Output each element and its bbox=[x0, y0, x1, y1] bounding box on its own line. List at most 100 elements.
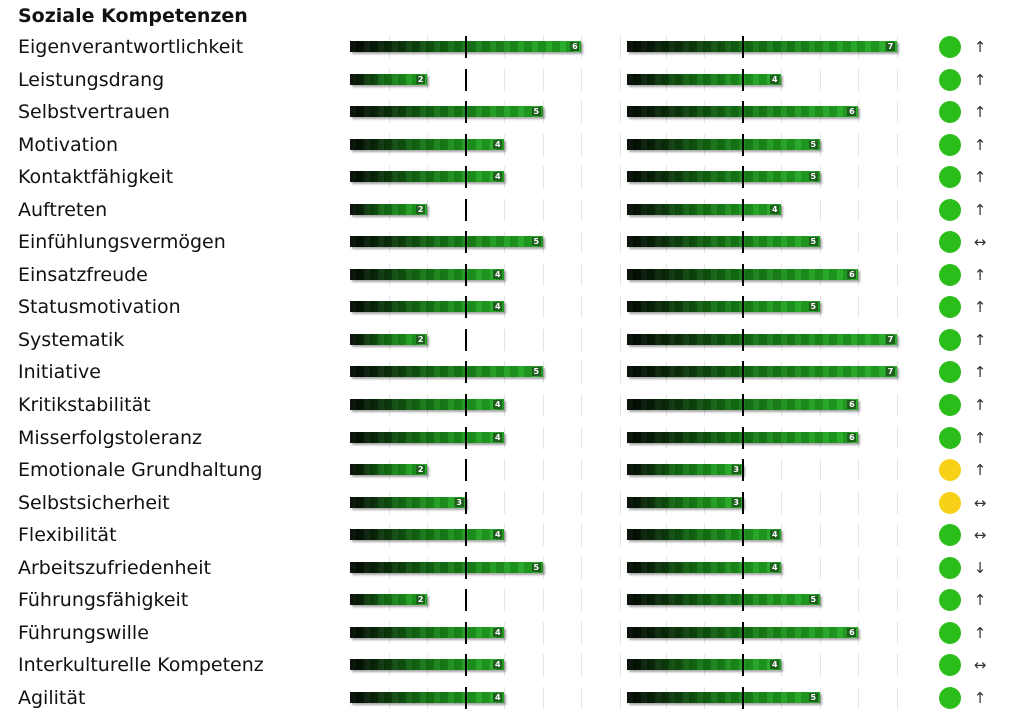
bar: 3 bbox=[350, 496, 466, 508]
bar-value-label: 6 bbox=[847, 432, 857, 442]
gridline bbox=[858, 524, 860, 547]
bar: 2 bbox=[350, 203, 428, 215]
status-dot-icon bbox=[939, 589, 961, 612]
gridline bbox=[581, 296, 583, 319]
bar-track-series-1: 4 bbox=[350, 654, 621, 677]
reference-line bbox=[741, 654, 744, 677]
bar-track-series-2: 4 bbox=[627, 524, 898, 547]
gridline bbox=[781, 524, 783, 547]
reference-line bbox=[741, 459, 744, 482]
bar-value-label: 4 bbox=[770, 660, 780, 670]
reference-line bbox=[464, 296, 467, 319]
bar-value-label: 6 bbox=[847, 400, 857, 410]
bar-track-series-2: 6 bbox=[627, 263, 898, 286]
category-label: Arbeitszufriedenheit bbox=[18, 556, 211, 579]
gridline bbox=[781, 491, 783, 514]
gridline bbox=[542, 459, 544, 482]
category-label: Auftreten bbox=[18, 198, 108, 221]
bar-value-label: 4 bbox=[493, 692, 503, 702]
bar-value-label: 2 bbox=[416, 595, 426, 605]
gridline bbox=[897, 328, 898, 351]
gridline bbox=[427, 459, 429, 482]
bar: 5 bbox=[627, 171, 820, 183]
chart-row: Leistungsdrang 2 4 ↑ bbox=[0, 64, 1024, 97]
bar: 5 bbox=[627, 691, 820, 703]
bar-track-series-1: 4 bbox=[350, 296, 621, 319]
bar-track-series-1: 3 bbox=[350, 491, 621, 514]
gridline bbox=[620, 296, 621, 319]
gridline bbox=[897, 296, 898, 319]
bar: 4 bbox=[350, 659, 505, 671]
category-label: Kritikstabilität bbox=[18, 394, 151, 417]
gridline bbox=[581, 36, 583, 58]
bar-value-label: 2 bbox=[416, 465, 426, 475]
bar: 5 bbox=[350, 236, 543, 248]
arrow-up-icon: ↑ bbox=[973, 591, 987, 610]
bar: 5 bbox=[350, 106, 543, 118]
bar-track-series-2: 4 bbox=[627, 556, 898, 579]
gridline bbox=[858, 231, 860, 254]
status-dot-icon bbox=[939, 68, 961, 91]
bar-track-series-2: 5 bbox=[627, 231, 898, 254]
arrow-up-icon: ↑ bbox=[973, 38, 987, 56]
gridline bbox=[897, 524, 898, 547]
bar-track-series-1: 4 bbox=[350, 426, 621, 449]
bar: 5 bbox=[627, 236, 820, 248]
reference-line bbox=[741, 198, 744, 221]
bar-value-label: 4 bbox=[493, 400, 503, 410]
gridline bbox=[781, 68, 783, 91]
category-label: Emotionale Grundhaltung bbox=[18, 459, 263, 482]
status-dot-icon bbox=[939, 556, 961, 579]
gridline bbox=[620, 133, 621, 156]
gridline bbox=[581, 426, 583, 449]
bar-track-series-1: 2 bbox=[350, 459, 621, 482]
bar: 4 bbox=[350, 399, 505, 411]
gridline bbox=[858, 133, 860, 156]
bar-track-series-2: 5 bbox=[627, 133, 898, 156]
category-label: Systematik bbox=[18, 328, 125, 351]
bar-track-series-1: 6 bbox=[350, 36, 621, 58]
arrow-up-icon: ↑ bbox=[973, 103, 987, 122]
reference-line bbox=[464, 556, 467, 579]
bar: 4 bbox=[350, 301, 505, 313]
bar: 3 bbox=[627, 496, 743, 508]
bar-track-series-2: 5 bbox=[627, 296, 898, 319]
chart-row: Interkulturelle Kompetenz 4 4 ↔ bbox=[0, 649, 1024, 682]
bar: 5 bbox=[627, 138, 820, 150]
gridline bbox=[504, 133, 506, 156]
arrow-up-icon: ↑ bbox=[973, 298, 987, 317]
bar-track-series-1: 4 bbox=[350, 621, 621, 644]
gridline bbox=[504, 394, 506, 417]
gridline bbox=[819, 296, 821, 319]
bar-value-label: 3 bbox=[731, 465, 741, 475]
bar: 7 bbox=[627, 333, 897, 345]
gridline bbox=[581, 133, 583, 156]
bar: 7 bbox=[627, 41, 897, 52]
bar: 7 bbox=[627, 366, 897, 378]
gridline bbox=[542, 556, 544, 579]
bar-value-label: 4 bbox=[493, 432, 503, 442]
category-label: Misserfolgstoleranz bbox=[18, 426, 203, 449]
reference-line bbox=[464, 589, 467, 612]
gridline bbox=[858, 556, 860, 579]
reference-line bbox=[464, 621, 467, 644]
gridline bbox=[819, 166, 821, 189]
gridline bbox=[858, 654, 860, 677]
chart-row: Kontaktfähigkeit 4 5 ↑ bbox=[0, 161, 1024, 194]
gridline bbox=[620, 459, 621, 482]
gridline bbox=[781, 459, 783, 482]
arrow-up-icon: ↑ bbox=[973, 461, 987, 480]
gridline bbox=[858, 394, 860, 417]
reference-line bbox=[464, 263, 467, 286]
gridline bbox=[581, 491, 583, 514]
gridline bbox=[542, 68, 544, 91]
bar-track-series-1: 5 bbox=[350, 556, 621, 579]
gridline bbox=[581, 328, 583, 351]
gridline bbox=[897, 556, 898, 579]
bar-track-series-2: 3 bbox=[627, 459, 898, 482]
reference-line bbox=[741, 231, 744, 254]
gridline bbox=[542, 231, 544, 254]
chart-row: Eigenverantwortlichkeit 6 7 ↑ bbox=[0, 31, 1024, 64]
status-dot-icon bbox=[939, 621, 961, 644]
gridline bbox=[581, 621, 583, 644]
